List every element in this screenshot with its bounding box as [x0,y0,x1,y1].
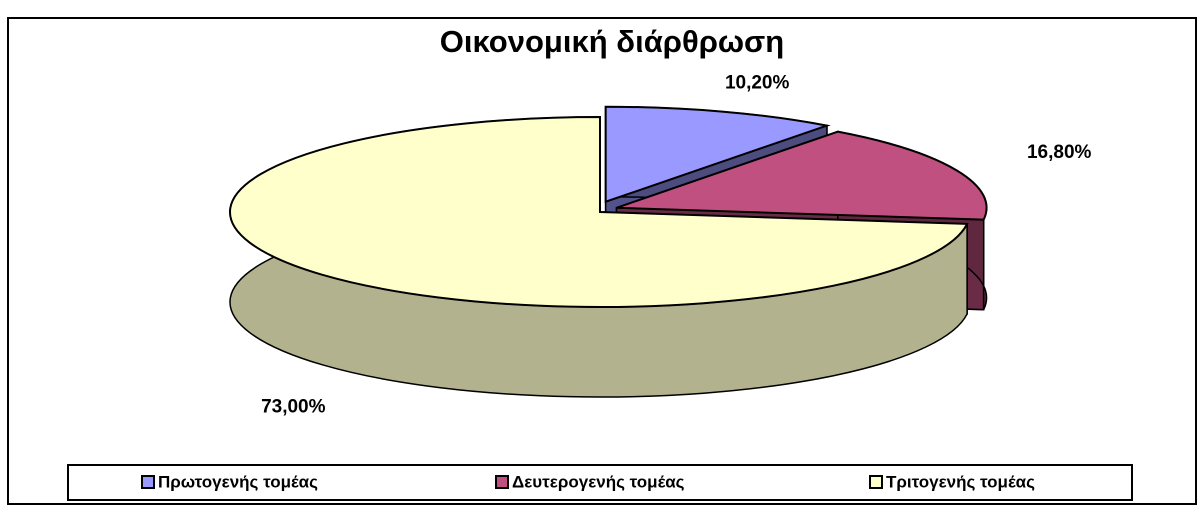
slice-top [616,130,988,221]
legend-marker [495,475,509,489]
slice-top [229,115,969,308]
data-label: 73,00% [261,396,326,417]
data-label: 16,80% [1027,142,1092,163]
legend-marker [141,475,155,489]
legend-label: Δευτερογενής τομέας [512,472,685,491]
pie-tops [229,105,988,308]
legend-box [67,464,1133,501]
legend-label: Τριτογενής τομέας [886,472,1035,491]
chart-title: Οικονομική διάρθρωση [440,24,784,59]
slice-top [604,105,831,204]
legend-marker [869,475,883,489]
legend-label: Πρωτογενής τομέας [158,472,318,491]
data-label: 10,20% [725,73,790,94]
